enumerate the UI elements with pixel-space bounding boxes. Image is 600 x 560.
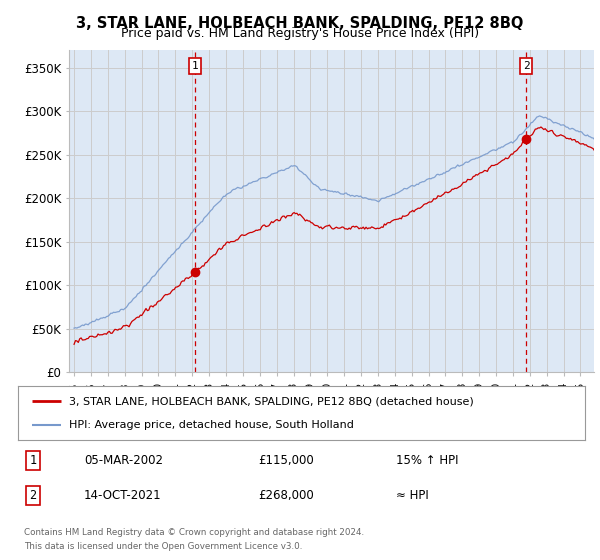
Text: £268,000: £268,000 xyxy=(258,489,314,502)
Text: 05-MAR-2002: 05-MAR-2002 xyxy=(84,454,163,467)
Text: ≈ HPI: ≈ HPI xyxy=(396,489,429,502)
Text: Price paid vs. HM Land Registry's House Price Index (HPI): Price paid vs. HM Land Registry's House … xyxy=(121,27,479,40)
Text: £115,000: £115,000 xyxy=(258,454,314,467)
Text: 2: 2 xyxy=(29,489,37,502)
Text: 1: 1 xyxy=(192,61,199,71)
Text: 15% ↑ HPI: 15% ↑ HPI xyxy=(396,454,458,467)
Text: 3, STAR LANE, HOLBEACH BANK, SPALDING, PE12 8BQ: 3, STAR LANE, HOLBEACH BANK, SPALDING, P… xyxy=(76,16,524,31)
Text: This data is licensed under the Open Government Licence v3.0.: This data is licensed under the Open Gov… xyxy=(24,542,302,551)
Text: HPI: Average price, detached house, South Holland: HPI: Average price, detached house, Sout… xyxy=(69,419,354,430)
Text: 3, STAR LANE, HOLBEACH BANK, SPALDING, PE12 8BQ (detached house): 3, STAR LANE, HOLBEACH BANK, SPALDING, P… xyxy=(69,396,474,407)
Text: 2: 2 xyxy=(523,61,530,71)
Text: Contains HM Land Registry data © Crown copyright and database right 2024.: Contains HM Land Registry data © Crown c… xyxy=(24,528,364,536)
Text: 1: 1 xyxy=(29,454,37,467)
Text: 14-OCT-2021: 14-OCT-2021 xyxy=(84,489,161,502)
